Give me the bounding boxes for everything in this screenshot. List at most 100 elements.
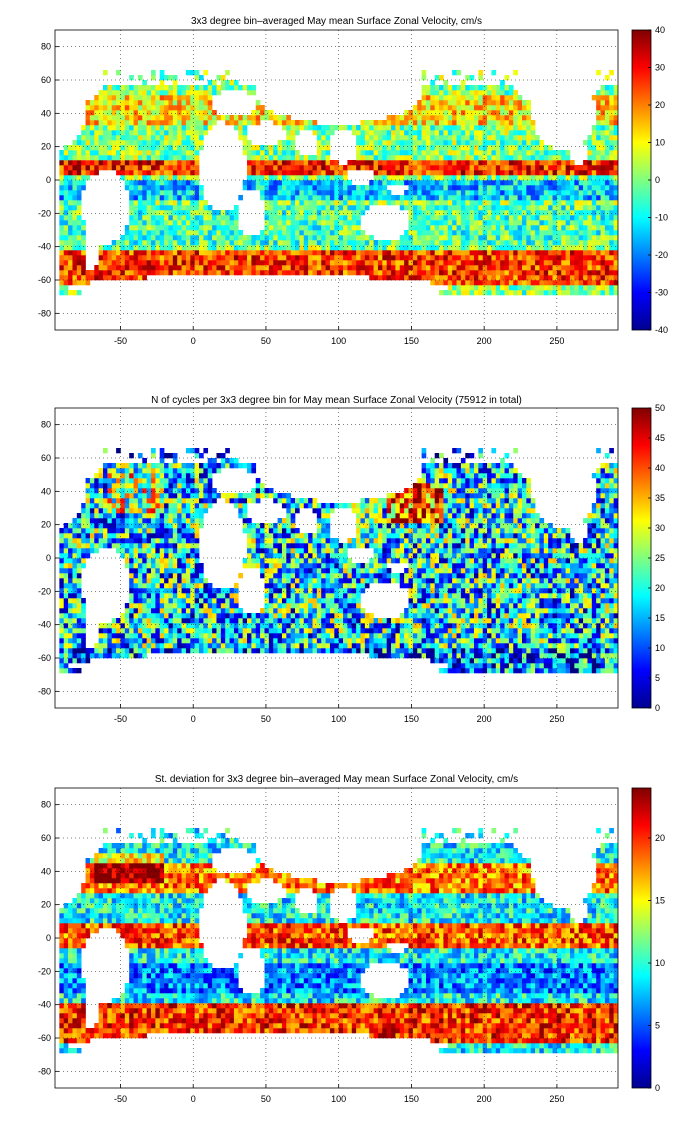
heatmap-cell: [142, 250, 147, 256]
heatmap-cell: [137, 563, 143, 569]
heatmap-cell: [168, 553, 174, 559]
heatmap-cell: [399, 240, 405, 246]
heatmap-cell: [107, 110, 113, 116]
heatmap-cell: [264, 115, 270, 121]
heatmap-cell: [172, 513, 178, 519]
heatmap-cell: [151, 75, 156, 81]
heatmap-cell: [430, 140, 435, 146]
heatmap-cell: [124, 250, 130, 256]
heatmap-cell: [329, 205, 335, 211]
heatmap-cell: [548, 280, 553, 286]
heatmap-cell: [168, 603, 174, 609]
heatmap-cell: [299, 200, 305, 206]
heatmap-cell: [535, 145, 540, 151]
heatmap-cell: [303, 270, 309, 276]
heatmap-cell: [203, 85, 209, 91]
heatmap-cell: [535, 155, 540, 161]
heatmap-cell: [596, 150, 601, 156]
heatmap-cell: [59, 205, 65, 211]
heatmap-cell: [460, 165, 466, 171]
heatmap-cell: [548, 160, 553, 166]
heatmap-cell: [465, 175, 470, 181]
heatmap-cell: [439, 230, 444, 236]
heatmap-cell: [59, 235, 65, 241]
heatmap-cell: [185, 205, 191, 211]
heatmap-cell: [469, 120, 475, 126]
heatmap-cell: [369, 185, 374, 191]
heatmap-cell: [185, 165, 191, 171]
heatmap-cell: [408, 165, 414, 171]
heatmap-cell: [408, 200, 414, 206]
heatmap-cell: [177, 265, 182, 271]
heatmap-cell: [168, 195, 174, 201]
heatmap-cell: [443, 250, 449, 256]
x-tick-label: 100: [331, 336, 346, 346]
heatmap-cell: [76, 548, 82, 554]
heatmap-cell: [273, 115, 278, 121]
heatmap-cell: [382, 260, 387, 266]
heatmap-cell: [391, 200, 396, 206]
heatmap-cell: [495, 135, 501, 141]
heatmap-cell: [207, 240, 213, 246]
heatmap-cell: [120, 125, 126, 131]
heatmap-cell: [76, 250, 82, 256]
heatmap-cell: [303, 240, 309, 246]
heatmap-cell: [107, 508, 113, 514]
heatmap-cell: [434, 185, 440, 191]
heatmap-cell: [487, 200, 492, 206]
heatmap-cell: [303, 120, 309, 126]
heatmap-cell: [500, 145, 505, 151]
heatmap-cell: [207, 125, 213, 131]
heatmap-cell: [417, 165, 422, 171]
heatmap-cell: [456, 255, 462, 261]
heatmap-cell: [168, 175, 174, 181]
heatmap-cell: [133, 130, 139, 136]
heatmap-cell: [68, 290, 73, 296]
heatmap-cell: [159, 150, 165, 156]
heatmap-cell: [609, 235, 614, 241]
heatmap-cell: [609, 105, 614, 111]
heatmap-cell: [260, 170, 265, 176]
heatmap-cell: [159, 538, 165, 544]
heatmap-cell: [168, 463, 174, 469]
heatmap-cell: [587, 200, 593, 206]
heatmap-cell: [63, 250, 69, 256]
heatmap-cell: [347, 230, 353, 236]
heatmap-cell: [377, 120, 383, 126]
heatmap-cell: [155, 583, 161, 589]
heatmap-cell: [299, 180, 305, 186]
heatmap-cell: [137, 95, 143, 101]
heatmap-cell: [517, 125, 523, 131]
heatmap-cell: [72, 160, 78, 166]
heatmap-cell: [548, 195, 553, 201]
heatmap-cell: [116, 105, 121, 111]
heatmap-cell: [391, 115, 396, 121]
heatmap-cell: [469, 75, 475, 81]
heatmap-cell: [530, 195, 536, 201]
heatmap-cell: [552, 235, 558, 241]
heatmap-cell: [103, 110, 108, 116]
heatmap-cell: [116, 483, 121, 489]
heatmap-cell: [277, 180, 283, 186]
heatmap-cell: [412, 135, 418, 141]
heatmap-cell: [159, 563, 165, 569]
heatmap-cell: [473, 190, 479, 196]
heatmap-cell: [508, 200, 514, 206]
heatmap-cell: [220, 265, 226, 271]
heatmap-cell: [146, 533, 152, 539]
heatmap-cell: [225, 235, 230, 241]
heatmap-cell: [172, 603, 178, 609]
heatmap-cell: [164, 260, 169, 266]
heatmap-cell: [417, 145, 422, 151]
heatmap-cell: [543, 190, 549, 196]
heatmap-cell: [425, 260, 431, 266]
heatmap-cell: [172, 140, 178, 146]
heatmap-cell: [133, 200, 139, 206]
heatmap-cell: [63, 613, 69, 619]
heatmap-cell: [168, 215, 174, 221]
heatmap-cell: [478, 270, 483, 276]
heatmap-cell: [530, 215, 536, 221]
heatmap-cell: [107, 115, 113, 121]
heatmap-cell: [321, 270, 326, 276]
heatmap-cell: [233, 120, 239, 126]
